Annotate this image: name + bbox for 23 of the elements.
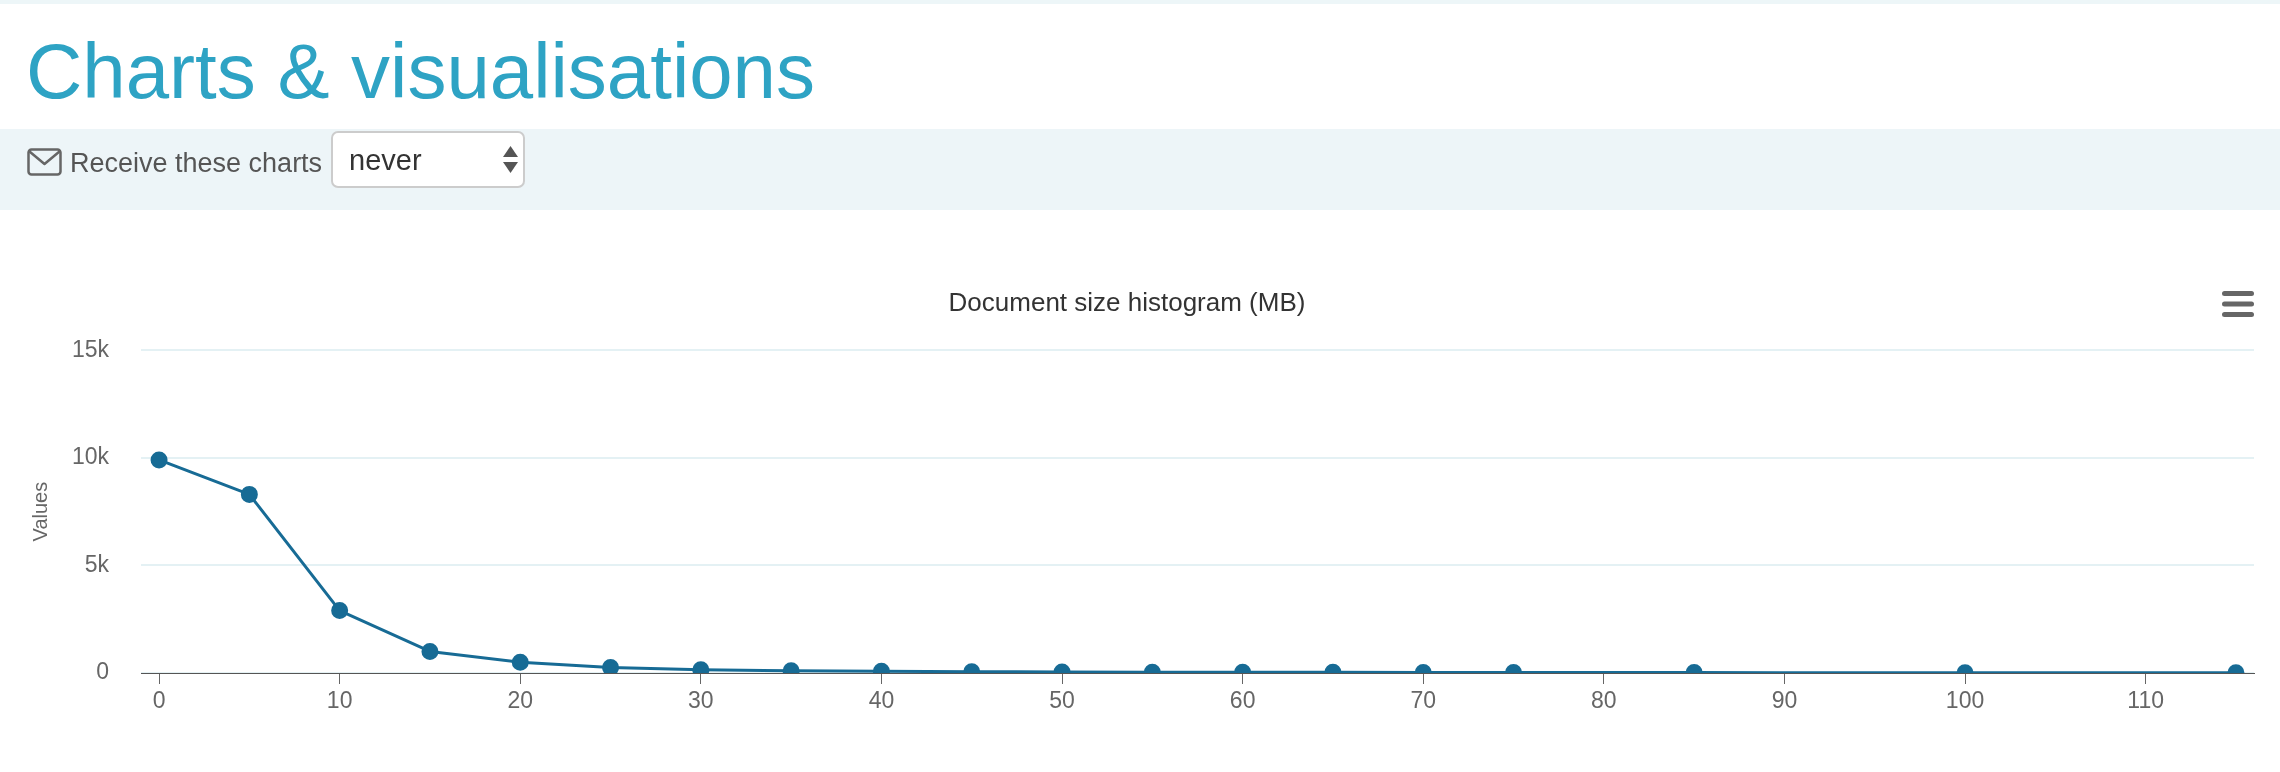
x-tick-label: 0	[152, 687, 166, 714]
x-tick-label: 20	[507, 687, 534, 714]
y-tick-label: 10k	[71, 443, 110, 470]
y-axis-title: Values	[28, 481, 51, 542]
x-tick-label: 60	[1229, 687, 1256, 714]
chart-title: Document size histogram (MB)	[948, 286, 1306, 317]
x-tick-label: 30	[688, 687, 714, 714]
text: Receive these charts	[70, 147, 323, 179]
point	[240, 485, 258, 503]
x-tick-label: 80	[1591, 687, 1617, 714]
y-tick-label: 5k	[84, 550, 110, 577]
x-tick-label: 10	[326, 687, 353, 714]
point	[150, 451, 168, 469]
text: Charts & visualisations	[26, 27, 815, 115]
dropdown[interactable]: never	[331, 131, 525, 188]
x-tick-label: 100	[1945, 687, 1985, 714]
x-tick-label: 40	[868, 687, 895, 714]
y-tick-label: 15k	[71, 335, 110, 362]
x-tick-label: 90	[1771, 687, 1798, 714]
x-tick-label: 110	[2127, 687, 2164, 714]
x-tick-label: 50	[1049, 687, 1075, 714]
x-tick-label: 70	[1410, 687, 1437, 714]
y-tick-label: 0	[96, 658, 109, 685]
